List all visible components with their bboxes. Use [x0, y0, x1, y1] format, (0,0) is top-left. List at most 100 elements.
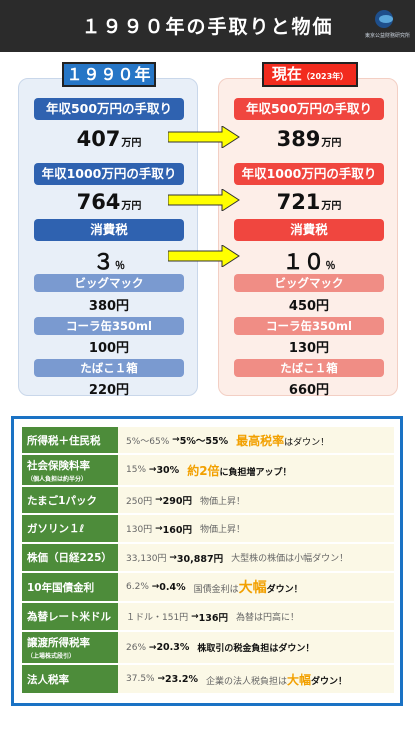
right-tobacco-label: たばこ１箱: [234, 359, 384, 377]
tag-now-year: （2023年）: [301, 72, 349, 81]
right-income500-value: 389万円: [234, 127, 384, 151]
left-tobacco-label: たばこ１箱: [34, 359, 184, 377]
row-text: 15% → 30% 約2倍に負担増アップ！: [126, 455, 292, 485]
from-value: 33,130円: [126, 554, 167, 564]
header: １９９０年の手取りと物価 東京公益財務研究所: [0, 0, 415, 52]
left-cola-value: 100円: [88, 341, 130, 356]
to-value: 136円: [198, 612, 228, 624]
row-label: 所得税＋住民税: [22, 427, 118, 453]
unit: 万円: [321, 201, 342, 212]
note-prefix: 国債金利は: [193, 585, 239, 595]
to-value: 23.2%: [165, 673, 198, 685]
from-value: 26%: [126, 642, 147, 653]
row-label: 社会保険料率 （個人負担は約半分）: [22, 455, 118, 485]
logo-text: 東京公益財務研究所: [365, 33, 411, 39]
left-income500-label: 年収500万円の手取り: [34, 98, 184, 120]
tag-1990: １９９０年: [62, 62, 156, 87]
row-note: 為替は円高に！: [235, 613, 299, 623]
note-emphasis: 約2倍: [187, 463, 220, 478]
arrow-text: →: [169, 552, 177, 563]
arrow-text: →: [172, 435, 180, 445]
table-row: 法人税率 37.5% → 23.2% 企業の法人税負担は大幅ダウン！: [22, 665, 394, 695]
row-text: 6.2% → 0.4% 国債金利は大幅ダウン！: [126, 573, 303, 601]
row-label: 譲渡所得税率 （上場株式段引）: [22, 632, 118, 663]
from-value: 15%: [126, 465, 147, 475]
row-text: 250円 → 290円 物価上昇！: [126, 487, 245, 513]
table-row: 社会保険料率 （個人負担は約半分） 15% → 30% 約2倍に負担増アップ！: [22, 455, 394, 487]
arrow-right-icon: [168, 126, 240, 148]
arrow-text: →: [151, 582, 160, 592]
left-income1000-label: 年収1000万円の手取り: [34, 163, 184, 185]
right-income1000-number: 721: [276, 190, 321, 214]
arrow-right-icon: [168, 189, 240, 211]
table-row: 譲渡所得税率 （上場株式段引） 26% → 20.3% 株取引の税金負担はダウン！: [22, 632, 394, 665]
right-tax-value: １０％: [234, 246, 384, 276]
unit: 万円: [321, 138, 342, 149]
arrow-text: →: [157, 674, 166, 684]
arrow-text: →: [148, 642, 157, 653]
row-label: 株価（日経225）: [22, 544, 118, 571]
note-emphasis: 最高税率: [236, 433, 285, 448]
note-text: はダウン！: [284, 437, 330, 448]
to-value: 160円: [162, 524, 192, 536]
left-income1000-value: 764万円: [34, 190, 184, 214]
right-bigmac-label: ビッグマック: [234, 274, 384, 292]
row-note: 物価上昇！: [199, 525, 245, 535]
table-row: 所得税＋住民税 5%～65% → 5%～55% 最高税率はダウン！: [22, 427, 394, 455]
row-note: 企業の法人税負担は大幅ダウン！: [206, 671, 347, 688]
from-value: 5%～65%: [126, 436, 170, 447]
left-bigmac-value: 380円: [88, 299, 130, 314]
note-emphasis: 大幅: [238, 580, 267, 596]
row-note: 国債金利は大幅ダウン！: [194, 577, 303, 597]
row-text: 130円 → 160円 物価上昇！: [126, 515, 245, 542]
left-bigmac-label: ビッグマック: [34, 274, 184, 292]
row-note: 大型株の株価は小幅ダウン！: [231, 554, 349, 564]
from-value: 130円: [126, 525, 153, 535]
arrow-right-icon: [168, 245, 240, 267]
arrow-text: →: [155, 523, 163, 534]
to-value: 30%: [156, 464, 180, 476]
table-row: 10年国債金利 6.2% → 0.4% 国債金利は大幅ダウン！: [22, 573, 394, 603]
from-value: 6.2%: [126, 582, 149, 592]
right-tax-number: １０: [282, 250, 325, 274]
note-text: ダウン！: [311, 676, 348, 687]
to-value: 30,887円: [176, 553, 224, 565]
comparison-table: 所得税＋住民税 5%～65% → 5%～55% 最高税率はダウン！ 社会保険料率 （個…: [11, 416, 403, 706]
right-income500-number: 389: [276, 127, 321, 151]
arrow-text: →: [191, 611, 199, 622]
tag-now: 現在（2023年）: [262, 62, 358, 87]
right-income1000-value: 721万円: [234, 190, 384, 214]
right-cola-label: コーラ缶350ml: [234, 317, 384, 335]
row-note: 最高税率はダウン！: [236, 432, 329, 449]
percent-unit: ％: [325, 261, 336, 272]
unit: 万円: [121, 201, 142, 212]
row-label-main: 譲渡所得税率: [27, 637, 90, 649]
table-row: ガソリン１ℓ 130円 → 160円 物価上昇！: [22, 515, 394, 544]
left-income500-number: 407: [76, 127, 121, 151]
right-cola-value: 130円: [288, 341, 330, 356]
row-text: 26% → 20.3% 株取引の税金負担はダウン！: [126, 632, 314, 663]
row-label: たまご1パック: [22, 487, 118, 513]
note-text: に負担増アップ！: [219, 467, 292, 478]
arrow-text: →: [155, 495, 163, 505]
row-text: １ドル・151円 → 136円 為替は円高に！: [126, 603, 299, 630]
tag-now-label: 現在: [271, 65, 302, 83]
row-label-sub: （上場株式段引）: [27, 653, 76, 660]
to-value: 290円: [162, 496, 192, 507]
from-value: 37.5%: [126, 674, 155, 684]
row-text: 37.5% → 23.2% 企業の法人税負担は大幅ダウン！: [126, 665, 347, 693]
arrow-text: →: [148, 465, 157, 475]
left-tax-value: ３％: [34, 246, 184, 276]
row-label: 10年国債金利: [22, 573, 118, 601]
row-note: 物価上昇！: [199, 496, 245, 507]
left-income500-value: 407万円: [34, 127, 184, 151]
row-label-main: 社会保険料率: [27, 459, 90, 472]
row-text: 5%～65% → 5%～55% 最高税率はダウン！: [126, 427, 329, 453]
row-note: 株取引の税金負担はダウン！: [197, 644, 315, 654]
table-row: 株価（日経225） 33,130円 → 30,887円 大型株の株価は小幅ダウン！: [22, 544, 394, 573]
left-cola-label: コーラ缶350ml: [34, 317, 184, 335]
right-income1000-label: 年収1000万円の手取り: [234, 163, 384, 185]
right-tax-label: 消費税: [234, 219, 384, 241]
left-tax-number: ３: [93, 250, 114, 274]
table-row: たまご1パック 250円 → 290円 物価上昇！: [22, 487, 394, 515]
